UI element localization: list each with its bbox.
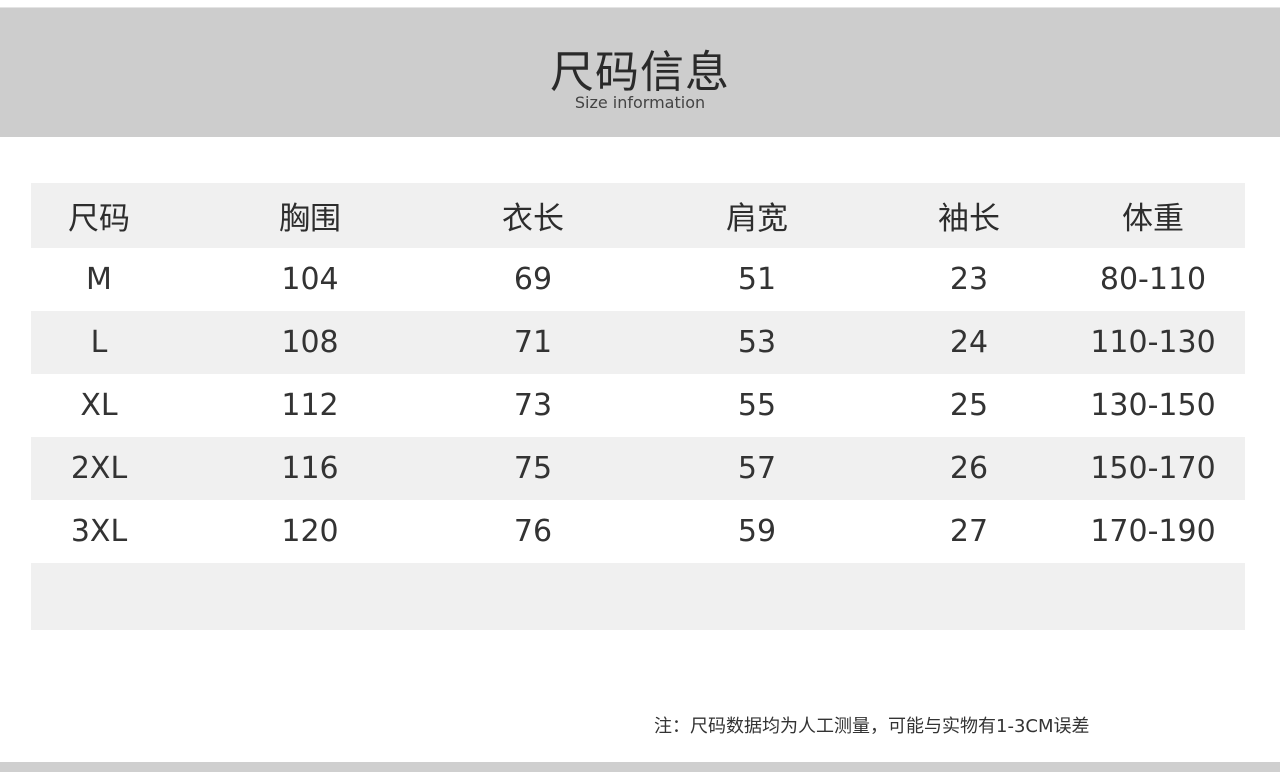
bottom-border	[0, 762, 1280, 772]
cell-size: M	[86, 262, 112, 297]
table-header-row: 尺码 胸围 衣长 肩宽 袖长 体重	[31, 183, 1245, 248]
title-banner: 尺码信息 Size information	[0, 8, 1280, 137]
table-row: L 108 71 53 24 110-130	[31, 311, 1245, 374]
cell-chest: 120	[281, 514, 339, 549]
cell-chest: 112	[281, 388, 339, 423]
table-row: 2XL 116 75 57 26 150-170	[31, 437, 1245, 500]
page-subtitle: Size information	[574, 93, 706, 112]
cell-chest: 104	[281, 262, 339, 297]
cell-sleeve: 27	[949, 514, 989, 549]
cell-length: 71	[513, 325, 553, 360]
table-row: M 104 69 51 23 80-110	[31, 248, 1245, 311]
size-table: 尺码 胸围 衣长 肩宽 袖长 体重 M 104 69 51 23 80-110 L 108 71…	[31, 183, 1245, 630]
cell-chest: 108	[281, 325, 339, 360]
cell-length: 73	[513, 388, 553, 423]
cell-shoulder: 53	[737, 325, 777, 360]
cell-chest: 116	[281, 451, 339, 486]
header-weight: 体重	[1122, 201, 1184, 237]
cell-weight: 130-150	[1090, 388, 1216, 423]
header-sleeve: 袖长	[938, 201, 1000, 237]
table-row: 3XL 120 76 59 27 170-190	[31, 500, 1245, 563]
header-shoulder: 肩宽	[726, 201, 788, 237]
cell-size: 2XL	[70, 451, 128, 486]
header-length: 衣长	[502, 201, 564, 237]
cell-length: 69	[513, 262, 553, 297]
cell-shoulder: 55	[737, 388, 777, 423]
cell-shoulder: 59	[737, 514, 777, 549]
cell-size: 3XL	[70, 514, 128, 549]
cell-weight: 150-170	[1090, 451, 1216, 486]
cell-sleeve: 26	[949, 451, 989, 486]
header-size: 尺码	[68, 201, 130, 237]
cell-sleeve: 23	[949, 262, 989, 297]
cell-sleeve: 25	[949, 388, 989, 423]
cell-size: L	[90, 325, 108, 360]
cell-weight: 80-110	[1099, 262, 1207, 297]
cell-weight: 110-130	[1090, 325, 1216, 360]
table-row: XL 112 73 55 25 130-150	[31, 374, 1245, 437]
cell-weight: 170-190	[1090, 514, 1216, 549]
measurement-note: 注：尺码数据均为人工测量，可能与实物有1-3CM误差	[654, 716, 1090, 737]
cell-length: 76	[513, 514, 553, 549]
empty-row	[31, 563, 1245, 630]
cell-sleeve: 24	[949, 325, 989, 360]
cell-shoulder: 51	[737, 262, 777, 297]
cell-shoulder: 57	[737, 451, 777, 486]
header-chest: 胸围	[279, 201, 341, 237]
page-title: 尺码信息	[550, 47, 730, 98]
cell-size: XL	[80, 388, 118, 423]
cell-length: 75	[513, 451, 553, 486]
